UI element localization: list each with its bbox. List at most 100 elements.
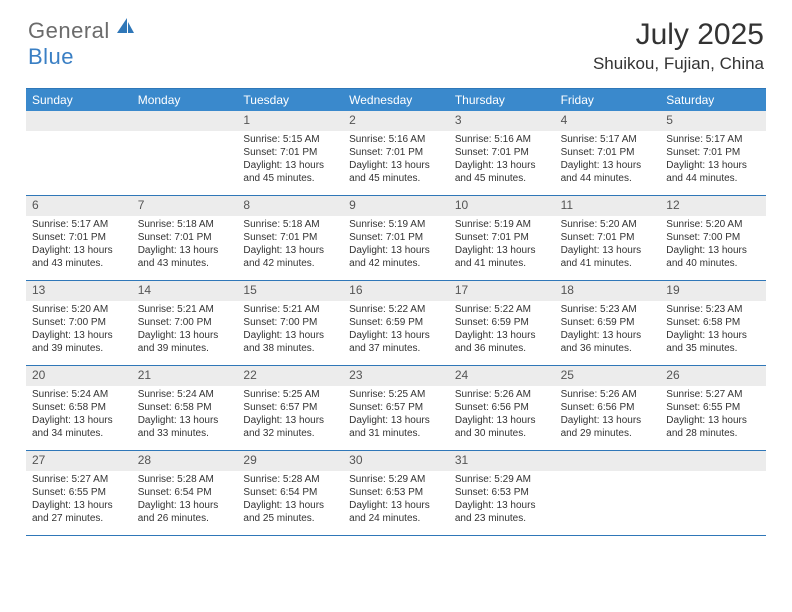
sunrise-text: Sunrise: 5:26 AM [561,388,655,401]
sunset-text: Sunset: 7:01 PM [666,146,760,159]
daylight-text: Daylight: 13 hours and 44 minutes. [561,159,655,185]
day-number [132,111,238,131]
day-cell: 12Sunrise: 5:20 AMSunset: 7:00 PMDayligh… [660,196,766,280]
daylight-text: Daylight: 13 hours and 32 minutes. [243,414,337,440]
day-cell: 9Sunrise: 5:19 AMSunset: 7:01 PMDaylight… [343,196,449,280]
sunset-text: Sunset: 6:54 PM [243,486,337,499]
daylight-text: Daylight: 13 hours and 39 minutes. [32,329,126,355]
daylight-text: Daylight: 13 hours and 43 minutes. [32,244,126,270]
day-cell: 1Sunrise: 5:15 AMSunset: 7:01 PMDaylight… [237,111,343,195]
day-cell: 25Sunrise: 5:26 AMSunset: 6:56 PMDayligh… [555,366,661,450]
sunset-text: Sunset: 7:00 PM [666,231,760,244]
sunrise-text: Sunrise: 5:22 AM [349,303,443,316]
sunrise-text: Sunrise: 5:29 AM [349,473,443,486]
logo: General [28,18,138,44]
weekday-header: Wednesday [343,89,449,111]
day-details: Sunrise: 5:15 AMSunset: 7:01 PMDaylight:… [237,131,343,189]
sunrise-text: Sunrise: 5:20 AM [561,218,655,231]
daylight-text: Daylight: 13 hours and 38 minutes. [243,329,337,355]
daylight-text: Daylight: 13 hours and 35 minutes. [666,329,760,355]
day-number: 15 [237,281,343,301]
daylight-text: Daylight: 13 hours and 36 minutes. [455,329,549,355]
sunset-text: Sunset: 7:00 PM [32,316,126,329]
day-details: Sunrise: 5:21 AMSunset: 7:00 PMDaylight:… [132,301,238,359]
sunset-text: Sunset: 7:01 PM [349,146,443,159]
day-number: 11 [555,196,661,216]
sunset-text: Sunset: 6:56 PM [561,401,655,414]
day-details: Sunrise: 5:29 AMSunset: 6:53 PMDaylight:… [449,471,555,529]
day-number: 18 [555,281,661,301]
day-details: Sunrise: 5:29 AMSunset: 6:53 PMDaylight:… [343,471,449,529]
sunset-text: Sunset: 6:59 PM [455,316,549,329]
daylight-text: Daylight: 13 hours and 27 minutes. [32,499,126,525]
sunrise-text: Sunrise: 5:16 AM [349,133,443,146]
day-cell: 28Sunrise: 5:28 AMSunset: 6:54 PMDayligh… [132,451,238,535]
day-number: 20 [26,366,132,386]
day-number: 10 [449,196,555,216]
header: General July 2025 Shuikou, Fujian, China [0,0,792,80]
sunrise-text: Sunrise: 5:22 AM [455,303,549,316]
title-block: July 2025 Shuikou, Fujian, China [593,18,764,74]
day-number: 19 [660,281,766,301]
day-details: Sunrise: 5:17 AMSunset: 7:01 PMDaylight:… [660,131,766,189]
sunset-text: Sunset: 7:01 PM [561,231,655,244]
daylight-text: Daylight: 13 hours and 26 minutes. [138,499,232,525]
day-details: Sunrise: 5:24 AMSunset: 6:58 PMDaylight:… [132,386,238,444]
sunset-text: Sunset: 6:57 PM [243,401,337,414]
daylight-text: Daylight: 13 hours and 41 minutes. [455,244,549,270]
day-details: Sunrise: 5:21 AMSunset: 7:00 PMDaylight:… [237,301,343,359]
day-details: Sunrise: 5:23 AMSunset: 6:58 PMDaylight:… [660,301,766,359]
day-number: 21 [132,366,238,386]
sunrise-text: Sunrise: 5:23 AM [561,303,655,316]
day-number: 2 [343,111,449,131]
sunset-text: Sunset: 7:01 PM [349,231,443,244]
day-cell: 14Sunrise: 5:21 AMSunset: 7:00 PMDayligh… [132,281,238,365]
sunset-text: Sunset: 6:53 PM [455,486,549,499]
sunset-text: Sunset: 6:58 PM [138,401,232,414]
day-number: 12 [660,196,766,216]
day-details [660,471,766,477]
day-number: 14 [132,281,238,301]
sunrise-text: Sunrise: 5:25 AM [243,388,337,401]
day-details: Sunrise: 5:28 AMSunset: 6:54 PMDaylight:… [132,471,238,529]
sunrise-text: Sunrise: 5:28 AM [243,473,337,486]
day-cell: 21Sunrise: 5:24 AMSunset: 6:58 PMDayligh… [132,366,238,450]
sunrise-text: Sunrise: 5:19 AM [349,218,443,231]
day-cell: 15Sunrise: 5:21 AMSunset: 7:00 PMDayligh… [237,281,343,365]
day-cell: 26Sunrise: 5:27 AMSunset: 6:55 PMDayligh… [660,366,766,450]
day-number: 17 [449,281,555,301]
day-cell: 20Sunrise: 5:24 AMSunset: 6:58 PMDayligh… [26,366,132,450]
sunrise-text: Sunrise: 5:21 AM [138,303,232,316]
sunset-text: Sunset: 6:59 PM [349,316,443,329]
daylight-text: Daylight: 13 hours and 41 minutes. [561,244,655,270]
week-row: 6Sunrise: 5:17 AMSunset: 7:01 PMDaylight… [26,196,766,281]
daylight-text: Daylight: 13 hours and 45 minutes. [349,159,443,185]
day-details: Sunrise: 5:22 AMSunset: 6:59 PMDaylight:… [343,301,449,359]
day-cell: 31Sunrise: 5:29 AMSunset: 6:53 PMDayligh… [449,451,555,535]
day-details: Sunrise: 5:17 AMSunset: 7:01 PMDaylight:… [26,216,132,274]
day-number: 16 [343,281,449,301]
day-cell: 11 Sunrise: 5:20 AMSunset: 7:01 PMDayligh… [555,196,661,280]
sunrise-text: Sunrise: 5:24 AM [32,388,126,401]
weeks-container: 1Sunrise: 5:15 AMSunset: 7:01 PMDaylight… [26,111,766,536]
day-cell: 24Sunrise: 5:26 AMSunset: 6:56 PMDayligh… [449,366,555,450]
day-details: Sunrise: 5:18 AMSunset: 7:01 PMDaylight:… [237,216,343,274]
day-details: Sunrise: 5:26 AMSunset: 6:56 PMDaylight:… [449,386,555,444]
day-cell: 30Sunrise: 5:29 AMSunset: 6:53 PMDayligh… [343,451,449,535]
sunrise-text: Sunrise: 5:25 AM [349,388,443,401]
day-number: 27 [26,451,132,471]
sunset-text: Sunset: 7:00 PM [138,316,232,329]
week-row: 20Sunrise: 5:24 AMSunset: 6:58 PMDayligh… [26,366,766,451]
sunset-text: Sunset: 7:00 PM [243,316,337,329]
day-cell: 19Sunrise: 5:23 AMSunset: 6:58 PMDayligh… [660,281,766,365]
daylight-text: Daylight: 13 hours and 44 minutes. [666,159,760,185]
day-cell: 27Sunrise: 5:27 AMSunset: 6:55 PMDayligh… [26,451,132,535]
day-number: 26 [660,366,766,386]
day-details: Sunrise: 5:27 AMSunset: 6:55 PMDaylight:… [660,386,766,444]
sunrise-text: Sunrise: 5:24 AM [138,388,232,401]
day-details: Sunrise: 5:18 AMSunset: 7:01 PMDaylight:… [132,216,238,274]
day-cell: 2 Sunrise: 5:16 AMSunset: 7:01 PMDaylight… [343,111,449,195]
day-number: 1 [237,111,343,131]
sunrise-text: Sunrise: 5:27 AM [666,388,760,401]
sunset-text: Sunset: 6:54 PM [138,486,232,499]
